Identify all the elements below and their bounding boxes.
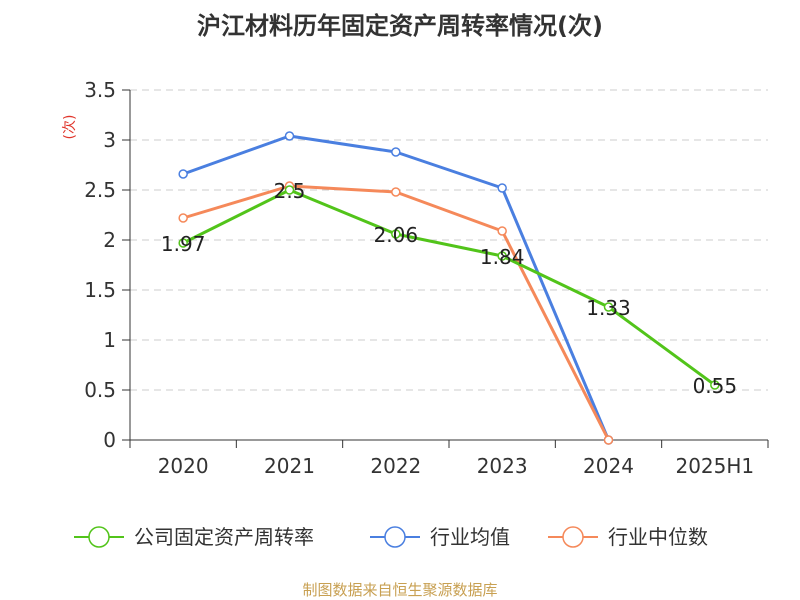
x-tick-label: 2021 bbox=[264, 454, 315, 478]
data-point bbox=[603, 435, 614, 445]
legend-circle-marker bbox=[88, 526, 110, 548]
data-point bbox=[391, 147, 401, 157]
chart-title: 沪江材料历年固定资产周转率情况(次) bbox=[197, 12, 603, 40]
x-tick-label: 2023 bbox=[477, 454, 528, 478]
data-point bbox=[497, 183, 507, 193]
data-point bbox=[391, 229, 401, 239]
data-label: 1.84 bbox=[480, 245, 525, 269]
legend-item[interactable]: 公司固定资产周转率 bbox=[74, 525, 314, 549]
y-axis-unit-label: (次) bbox=[62, 115, 78, 140]
data-point bbox=[497, 226, 507, 236]
data-labels: 1.97 2.5 2.06 1.84 1.33 0.55 bbox=[161, 179, 737, 398]
y-tick-label: 2 bbox=[103, 228, 116, 252]
legend-label: 行业中位数 bbox=[608, 525, 708, 549]
y-tick-label: 2.5 bbox=[84, 178, 116, 202]
y-tick-label: 0.5 bbox=[84, 378, 116, 402]
x-tick-label: 2024 bbox=[583, 454, 634, 478]
legend-item[interactable]: 行业中位数 bbox=[548, 525, 708, 549]
data-label: 2.06 bbox=[374, 223, 419, 247]
axes: 0 0.5 1 1.5 2 2.5 3 3.5 2020 2021 2022 2023 2024 2025… bbox=[84, 78, 769, 478]
series-line bbox=[182, 134, 610, 441]
y-tick-label: 3 bbox=[103, 128, 116, 152]
data-point bbox=[178, 169, 188, 179]
legend-item[interactable]: 行业均值 bbox=[370, 525, 510, 549]
data-point bbox=[178, 238, 188, 248]
data-point bbox=[710, 380, 720, 390]
x-tick-label: 2020 bbox=[158, 454, 209, 478]
y-tick-label: 0 bbox=[103, 428, 116, 452]
legend[interactable]: 公司固定资产周转率 行业均值 行业中位数 bbox=[74, 525, 708, 549]
data-point bbox=[603, 302, 614, 312]
legend-circle-marker bbox=[384, 526, 406, 548]
data-label: 1.97 bbox=[161, 232, 206, 256]
grid-lines bbox=[130, 89, 768, 391]
source-note: 制图数据来自恒生聚源数据库 bbox=[302, 581, 497, 599]
x-tick-label: 2025H1 bbox=[675, 454, 754, 478]
data-point bbox=[284, 131, 295, 141]
data-point bbox=[497, 251, 507, 261]
x-tick-label: 2022 bbox=[370, 454, 421, 478]
series-line bbox=[182, 188, 716, 387]
y-tick-label: 3.5 bbox=[84, 78, 116, 102]
data-point bbox=[391, 187, 401, 197]
y-tick-label: 1.5 bbox=[84, 278, 116, 302]
data-label: 2.5 bbox=[274, 179, 306, 203]
data-point bbox=[284, 185, 295, 195]
legend-label: 公司固定资产周转率 bbox=[134, 525, 314, 549]
data-label: 0.55 bbox=[693, 374, 738, 398]
legend-circle-marker bbox=[562, 526, 584, 548]
legend-label: 行业均值 bbox=[430, 525, 510, 549]
data-label: 1.33 bbox=[586, 296, 631, 320]
series-lines bbox=[178, 131, 720, 445]
data-point bbox=[178, 213, 188, 223]
y-tick-label: 1 bbox=[103, 328, 116, 352]
